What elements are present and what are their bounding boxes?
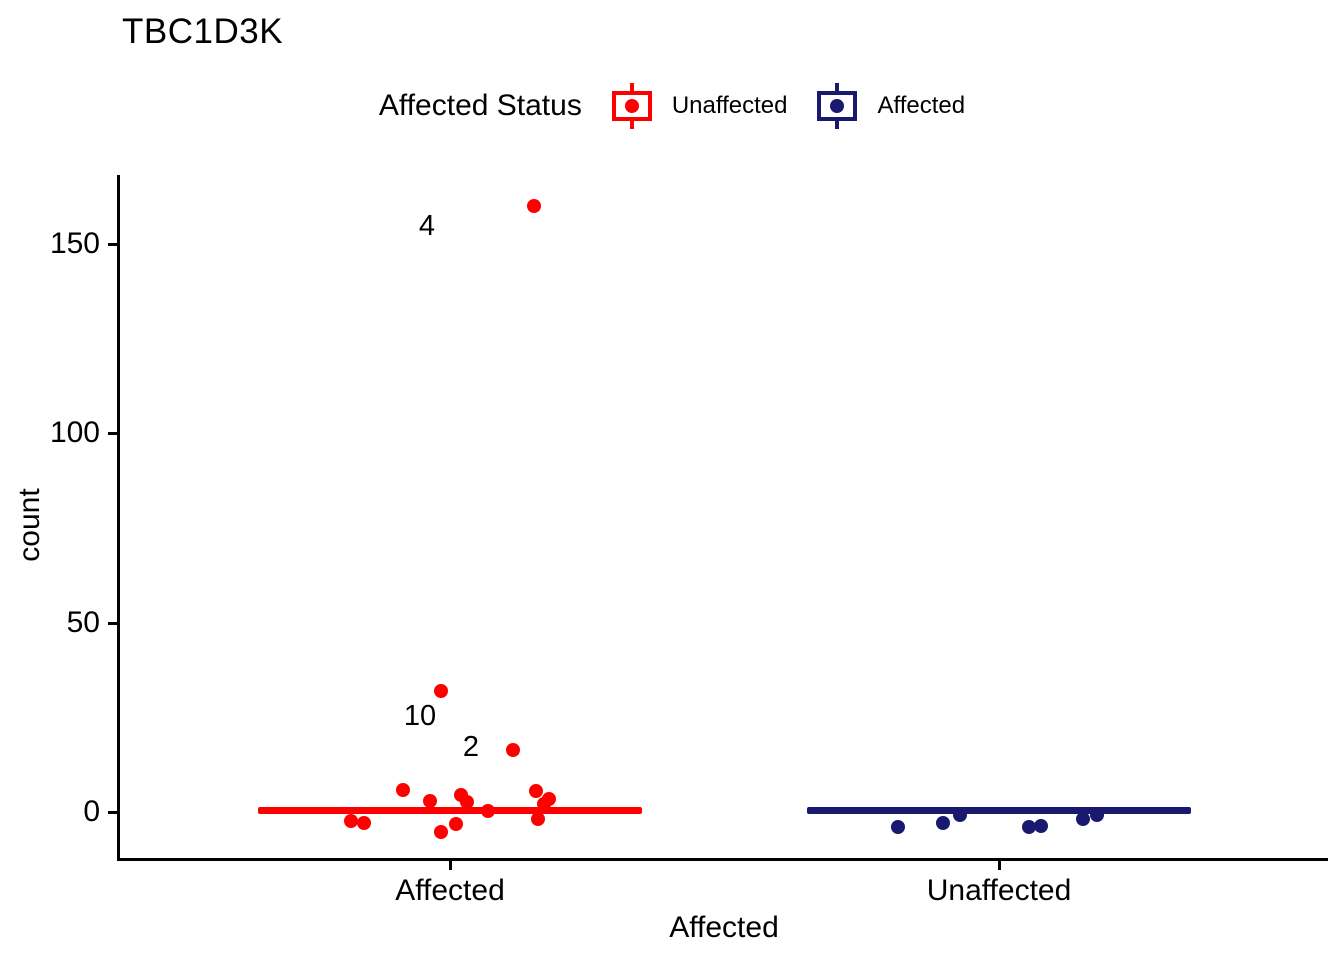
legend: Affected Status Unaffected Affected: [0, 80, 1344, 132]
data-point: [506, 742, 520, 757]
data-point: [357, 815, 371, 830]
point-label: 2: [462, 731, 480, 763]
y-tick-mark: [108, 621, 117, 625]
data-point: [434, 683, 448, 698]
data-point: [344, 814, 358, 829]
data-point: [891, 820, 905, 835]
data-point: [537, 797, 551, 812]
data-point: [953, 808, 967, 823]
chart-title: TBC1D3K: [122, 12, 284, 51]
data-point: [460, 795, 474, 810]
x-axis-line: [117, 858, 1328, 861]
data-point: [1022, 820, 1036, 835]
x-tick-label: Unaffected: [926, 874, 1072, 907]
legend-item-label: Affected: [877, 92, 966, 119]
boxplot-key-icon: [604, 80, 660, 132]
x-tick-mark: [449, 861, 452, 870]
legend-item-affected: Affected: [809, 80, 965, 132]
y-tick-label: 100: [49, 416, 100, 450]
median-line: [258, 806, 642, 814]
median-line: [807, 807, 1191, 815]
legend-item-unaffected: Unaffected: [604, 80, 788, 132]
data-point: [1034, 819, 1048, 833]
legend-item-label: Unaffected: [671, 92, 788, 119]
data-point: [423, 794, 437, 809]
data-point: [1076, 811, 1090, 826]
y-tick-mark: [108, 811, 117, 814]
point-label: 10: [403, 700, 437, 732]
y-tick-label: 0: [83, 795, 100, 828]
x-axis-title: Affected: [669, 911, 779, 944]
x-tick-mark: [998, 861, 1001, 870]
point-label: 4: [418, 210, 436, 242]
legend-title: Affected Status: [378, 89, 582, 122]
data-point: [936, 815, 950, 830]
data-point: [1090, 808, 1104, 823]
boxplot-key-icon: [809, 80, 865, 132]
data-point: [396, 783, 410, 798]
y-tick-mark: [108, 432, 117, 436]
data-point: [481, 804, 495, 819]
data-point: [449, 817, 463, 832]
y-tick-mark: [108, 242, 117, 246]
y-tick-label: 150: [49, 226, 100, 260]
data-point: [531, 811, 545, 826]
y-axis-title: count: [13, 488, 46, 562]
data-point: [529, 784, 543, 799]
data-point: [434, 825, 448, 840]
data-point: [527, 199, 541, 214]
y-tick-label: 50: [66, 605, 100, 639]
x-tick-label: Affected: [395, 874, 505, 907]
y-axis-line: [117, 175, 120, 861]
